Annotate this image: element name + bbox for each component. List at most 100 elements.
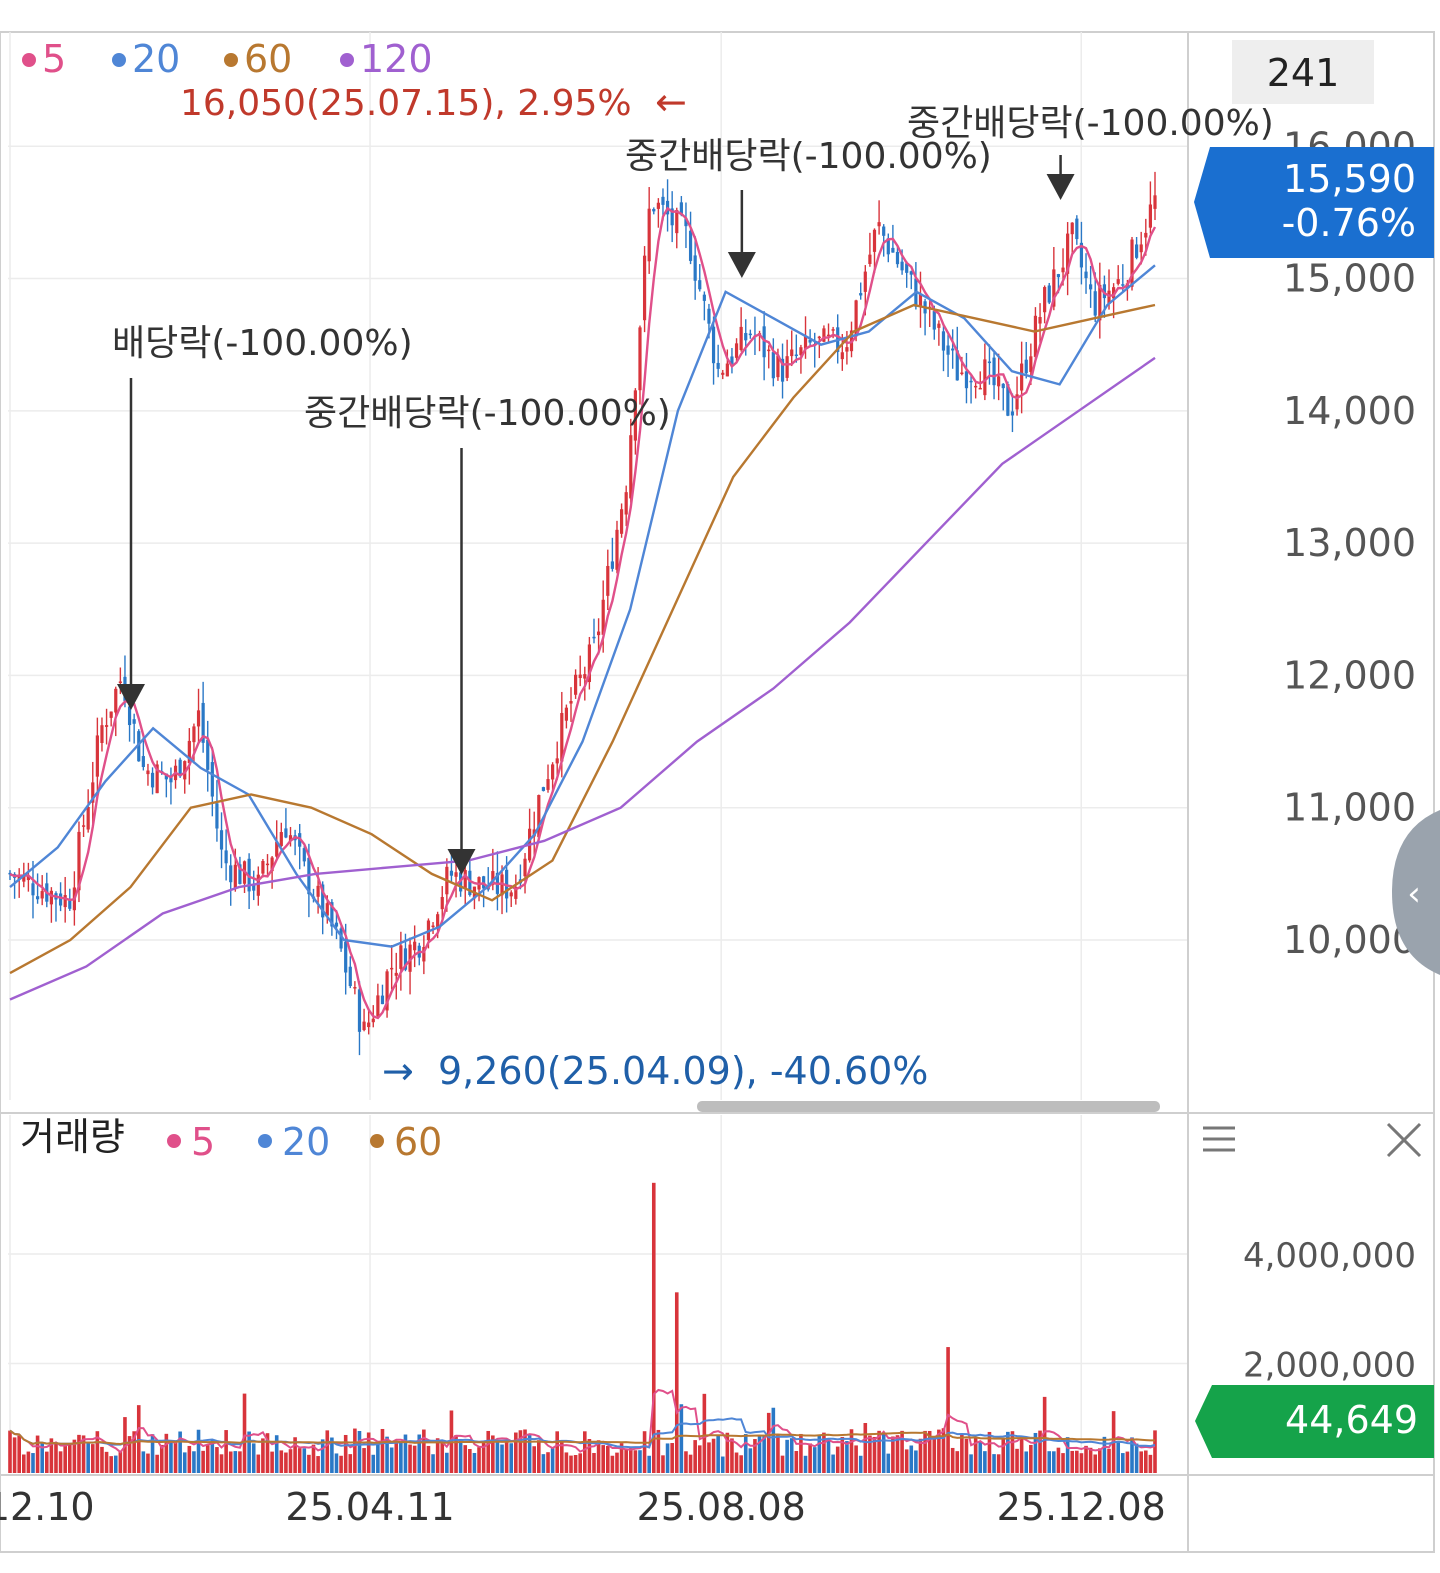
volume-bar [201,1450,205,1473]
volume-bar [500,1444,504,1473]
volume-bar [26,1451,31,1473]
volume-bar [605,1445,610,1473]
event-arrow-head [727,252,756,278]
candle-body [946,345,950,355]
candle-body [1084,271,1088,279]
candle-body [367,1022,371,1028]
period-label[interactable]: 241 [1267,51,1340,95]
candle-body [509,892,513,897]
volume-bar [311,1444,316,1473]
volume-bar [647,1455,651,1473]
candle-body [362,1021,366,1031]
candle-body [380,995,385,1005]
candle-body [436,914,440,929]
high-note: 16,050(25.07.15), 2.95% [180,83,632,124]
volume-bar [587,1439,592,1473]
candle-body [233,864,237,888]
candle-body [403,948,408,970]
event-arrow-head [1046,174,1075,200]
volume-bar [582,1431,587,1473]
volume-bars [8,1182,1157,1473]
close-icon[interactable] [1386,1122,1422,1158]
menu-icon[interactable] [1203,1126,1235,1152]
legend-label: 20 [282,1120,330,1164]
candle-body [794,354,798,357]
volume-bar [642,1431,647,1473]
volume-bar [596,1440,601,1473]
volume-bar [472,1452,477,1473]
volume-bar [233,1451,238,1473]
low-note-arrow: → [382,1049,414,1093]
volume-bar [481,1440,486,1473]
candle-body [684,218,688,227]
candle-body [808,339,812,343]
candle-body [91,782,95,803]
volume-bar [1010,1431,1015,1473]
volume-bar [688,1454,693,1473]
candle-body [150,772,155,788]
volume-bar [914,1450,918,1473]
volume-bar [978,1441,983,1473]
x-tick-label: 25.08.08 [637,1485,806,1529]
candle-body [721,372,725,375]
candle-body [95,735,99,777]
candle-body [1130,239,1134,287]
candle-body [1070,222,1074,235]
side-panel-handle[interactable]: ‹ [1392,810,1440,975]
candle-body [1121,284,1125,286]
volume-bar [12,1437,17,1473]
candle-body [68,899,72,909]
volume-bar [1102,1436,1107,1473]
volume-bar [242,1393,247,1473]
volume-bar [720,1456,725,1473]
volume-bar [1001,1439,1006,1473]
candle-body [711,326,716,364]
volume-bar [748,1448,753,1473]
volume-bar [771,1407,776,1473]
volume-bar [762,1435,766,1473]
candle-body [932,311,936,330]
candle-body [909,271,913,275]
volume-bar [1075,1450,1079,1473]
candle-body [546,779,550,790]
volume-bar [881,1432,886,1473]
volume-bar [1056,1447,1061,1473]
volume-legend: 거래량 5 20 60 [20,1115,442,1164]
volume-bar [422,1429,426,1473]
volume-bar [780,1455,785,1473]
volume-bar [146,1453,150,1473]
volume-bar [1130,1437,1134,1473]
candle-body [997,376,1001,387]
candle-body [1029,356,1033,372]
chart-scrollbar[interactable] [697,1101,1160,1112]
volume-bar [385,1436,389,1473]
volume-bar [638,1450,642,1473]
volume-bar [550,1447,555,1473]
period-box[interactable] [1232,40,1374,104]
candle-body [629,435,633,499]
volume-bar [753,1439,757,1473]
price-tick-label: 13,000 [1283,521,1416,565]
volume-bar [320,1439,325,1473]
candle-body [256,874,260,896]
volume-bar [205,1445,210,1473]
candle-body [900,261,904,271]
volume-bar [789,1438,794,1473]
candle-body [77,831,81,891]
volume-bar [348,1454,353,1473]
price-tick-label: 11,000 [1283,786,1416,830]
volume-bar [366,1432,371,1473]
volume-bar [803,1455,808,1473]
volume-bar [77,1434,81,1473]
volume-bar [21,1454,26,1473]
volume-bar [1047,1451,1052,1473]
candle-body [58,893,63,906]
candle-body [1139,244,1143,253]
candle-body [776,355,780,378]
volume-bar [826,1440,831,1473]
volume-bar [90,1444,95,1473]
candle-body [918,294,923,307]
candle-body [196,710,201,727]
volume-bar [307,1454,311,1473]
volume-bar [872,1436,877,1473]
